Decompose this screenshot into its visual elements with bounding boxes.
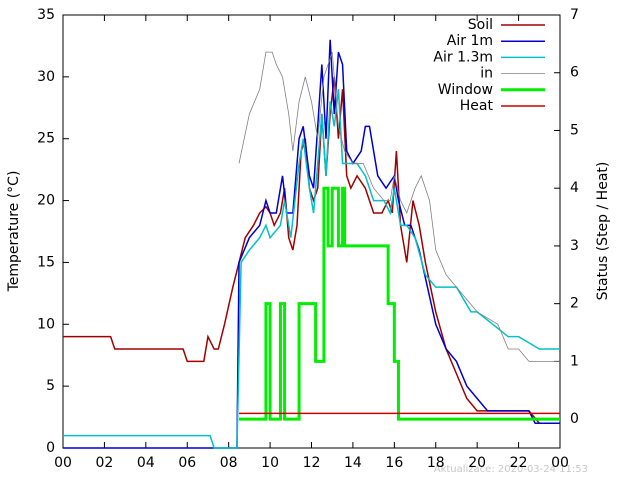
x-tick-label: 16: [385, 455, 403, 471]
series-line: [239, 186, 560, 421]
y2-tick-label: 4: [570, 180, 579, 196]
x-tick-label: 22: [510, 455, 528, 471]
x-tick-label: 10: [261, 455, 279, 471]
y-tick-label: 10: [37, 316, 55, 332]
y-tick-label: 5: [46, 378, 55, 394]
series-line: [63, 89, 560, 449]
y2-tick-label: 3: [570, 238, 579, 254]
x-tick-label: 18: [427, 455, 445, 471]
y-tick-label: 25: [37, 131, 55, 147]
y-tick-label: 35: [37, 7, 55, 23]
x-tick-label: 06: [178, 455, 196, 471]
y2-tick-label: 7: [570, 7, 579, 23]
y-tick-label: 15: [37, 254, 55, 270]
y-tick-label: 30: [37, 69, 55, 85]
legend-label: Air 1.3m: [433, 49, 493, 65]
series-line: [238, 51, 560, 362]
x-tick-label: 00: [54, 455, 72, 471]
legend-label: in: [480, 66, 493, 82]
legend-label: Soil: [468, 17, 493, 33]
y2-tick-label: 0: [570, 411, 579, 427]
y2-tick-label: 2: [570, 296, 579, 312]
y-axis-label: Temperature (°C): [6, 171, 22, 293]
y2-tick-label: 1: [570, 353, 579, 369]
y2-tick-label: 5: [570, 122, 579, 138]
y2-tick-label: 6: [570, 65, 579, 81]
x-tick-label: 08: [220, 455, 238, 471]
y2-axis-label: Status (Step / Heat): [595, 162, 611, 301]
x-tick-label: 14: [344, 455, 362, 471]
x-tick-label: 00: [551, 455, 569, 471]
legend-label: Window: [438, 82, 493, 98]
plot-frame: [62, 14, 561, 449]
x-tick-label: 04: [137, 455, 155, 471]
series-line: [63, 39, 560, 449]
y-tick-label: 0: [46, 440, 55, 456]
y-tick-label: 20: [37, 193, 55, 209]
x-tick-label: 20: [468, 455, 486, 471]
footer: Aktualizace: 2020-03-24 11:53: [434, 464, 588, 475]
x-tick-label: 02: [96, 455, 114, 471]
legend-label: Air 1m: [447, 33, 493, 49]
legend-label: Heat: [460, 98, 494, 114]
x-tick-label: 12: [303, 455, 321, 471]
